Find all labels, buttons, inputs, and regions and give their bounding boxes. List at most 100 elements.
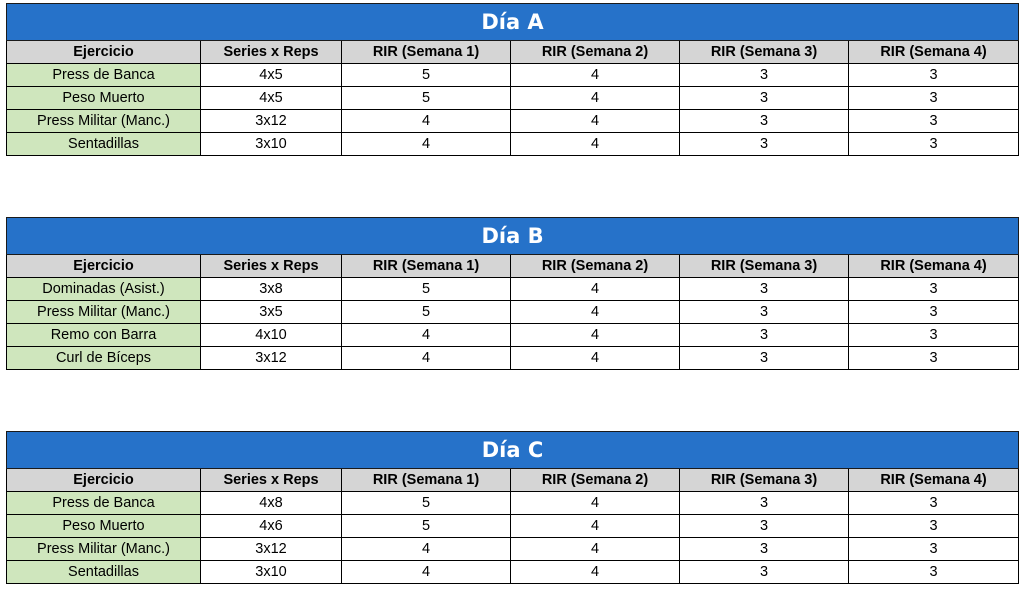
rir-cell: 3 <box>848 491 1019 515</box>
sets-reps-cell: 4x5 <box>200 63 342 87</box>
rir-cell: 4 <box>510 63 680 87</box>
exercise-cell: Remo con Barra <box>6 323 201 347</box>
sets-reps-cell: 3x10 <box>200 560 342 584</box>
rir-cell: 3 <box>848 514 1019 538</box>
rir-cell: 3 <box>847 300 1020 324</box>
rir-cell: 3 <box>848 132 1019 156</box>
table-row: Press de Banca 4x5 5 4 3 3 <box>6 63 1019 87</box>
rir-cell: 5 <box>341 63 511 87</box>
column-header: RIR (Semana 4) <box>848 468 1019 492</box>
exercise-cell: Dominadas (Asist.) <box>6 277 201 301</box>
exercise-cell: Sentadillas <box>6 132 201 156</box>
rir-cell: 5 <box>341 300 511 324</box>
table-row: Curl de Bíceps 3x12 4 4 3 3 <box>6 346 1020 370</box>
rir-cell: 3 <box>679 323 849 347</box>
column-header: RIR (Semana 3) <box>679 254 849 278</box>
column-header: RIR (Semana 1) <box>341 468 511 492</box>
rir-cell: 3 <box>848 560 1019 584</box>
column-header: Ejercicio <box>6 468 201 492</box>
exercise-cell: Press Militar (Manc.) <box>6 109 201 133</box>
column-header: RIR (Semana 3) <box>679 40 849 64</box>
exercise-cell: Press Militar (Manc.) <box>6 300 201 324</box>
rir-cell: 3 <box>679 109 849 133</box>
sets-reps-cell: 4x10 <box>200 323 342 347</box>
table-dia-b: Día B Ejercicio Series x Reps RIR (Seman… <box>5 217 1020 370</box>
rir-cell: 4 <box>510 560 680 584</box>
rir-cell: 4 <box>510 537 680 561</box>
rir-cell: 4 <box>510 300 680 324</box>
exercise-cell: Peso Muerto <box>6 514 201 538</box>
rir-cell: 4 <box>510 491 680 515</box>
rir-cell: 4 <box>510 132 680 156</box>
column-header: RIR (Semana 4) <box>848 40 1019 64</box>
rir-cell: 3 <box>679 346 849 370</box>
sets-reps-cell: 3x12 <box>200 537 342 561</box>
sets-reps-cell: 4x6 <box>200 514 342 538</box>
table-row: Press de Banca 4x8 5 4 3 3 <box>6 491 1019 515</box>
rir-cell: 4 <box>510 109 680 133</box>
rir-cell: 4 <box>510 346 680 370</box>
rir-cell: 3 <box>847 277 1020 301</box>
rir-cell: 3 <box>679 537 849 561</box>
rir-cell: 4 <box>341 132 511 156</box>
table-row: Press Militar (Manc.) 3x12 4 4 3 3 <box>6 537 1019 561</box>
sets-reps-cell: 3x8 <box>200 277 342 301</box>
rir-cell: 3 <box>679 560 849 584</box>
rir-cell: 5 <box>341 491 511 515</box>
column-header: RIR (Semana 2) <box>510 40 680 64</box>
exercise-cell: Peso Muerto <box>6 86 201 110</box>
column-header: RIR (Semana 4) <box>847 254 1020 278</box>
table-row: Dominadas (Asist.) 3x8 5 4 3 3 <box>6 277 1020 301</box>
rir-cell: 4 <box>341 537 511 561</box>
column-header: RIR (Semana 2) <box>510 254 680 278</box>
exercise-cell: Press Militar (Manc.) <box>6 537 201 561</box>
table-row: Sentadillas 3x10 4 4 3 3 <box>6 560 1019 584</box>
rir-cell: 4 <box>510 277 680 301</box>
column-header: Ejercicio <box>6 254 201 278</box>
rir-cell: 3 <box>848 109 1019 133</box>
column-header: Series x Reps <box>200 468 342 492</box>
rir-cell: 4 <box>510 323 680 347</box>
sets-reps-cell: 3x12 <box>200 346 342 370</box>
rir-cell: 3 <box>679 86 849 110</box>
table-dia-a: Día A Ejercicio Series x Reps RIR (Seman… <box>6 3 1019 156</box>
sets-reps-cell: 3x5 <box>200 300 342 324</box>
header-row: Ejercicio Series x Reps RIR (Semana 1) R… <box>6 468 1019 492</box>
sets-reps-cell: 4x8 <box>200 491 342 515</box>
rir-cell: 4 <box>341 346 511 370</box>
column-header: Series x Reps <box>200 254 342 278</box>
rir-cell: 3 <box>847 346 1020 370</box>
column-header: RIR (Semana 2) <box>510 468 680 492</box>
sets-reps-cell: 3x12 <box>200 109 342 133</box>
rir-cell: 3 <box>679 132 849 156</box>
rir-cell: 3 <box>847 323 1020 347</box>
table-title: Día B <box>5 217 1020 255</box>
table-row: Press Militar (Manc.) 3x5 5 4 3 3 <box>6 300 1020 324</box>
rir-cell: 3 <box>679 300 849 324</box>
rir-cell: 4 <box>341 109 511 133</box>
rir-cell: 3 <box>679 491 849 515</box>
table-row: Peso Muerto 4x6 5 4 3 3 <box>6 514 1019 538</box>
table-row: Remo con Barra 4x10 4 4 3 3 <box>6 323 1020 347</box>
header-row: Ejercicio Series x Reps RIR (Semana 1) R… <box>6 254 1020 278</box>
rir-cell: 4 <box>510 86 680 110</box>
rir-cell: 5 <box>341 514 511 538</box>
rir-cell: 3 <box>679 63 849 87</box>
table-row: Press Militar (Manc.) 3x12 4 4 3 3 <box>6 109 1019 133</box>
table-title: Día C <box>6 431 1019 469</box>
sets-reps-cell: 4x5 <box>200 86 342 110</box>
table-title: Día A <box>6 3 1019 41</box>
rir-cell: 3 <box>679 277 849 301</box>
rir-cell: 3 <box>679 514 849 538</box>
rir-cell: 3 <box>848 86 1019 110</box>
sets-reps-cell: 3x10 <box>200 132 342 156</box>
column-header: RIR (Semana 1) <box>341 254 511 278</box>
rir-cell: 4 <box>510 514 680 538</box>
exercise-cell: Curl de Bíceps <box>6 346 201 370</box>
column-header: Series x Reps <box>200 40 342 64</box>
table-row: Sentadillas 3x10 4 4 3 3 <box>6 132 1019 156</box>
table-row: Peso Muerto 4x5 5 4 3 3 <box>6 86 1019 110</box>
header-row: Ejercicio Series x Reps RIR (Semana 1) R… <box>6 40 1019 64</box>
exercise-cell: Press de Banca <box>6 63 201 87</box>
rir-cell: 3 <box>848 63 1019 87</box>
